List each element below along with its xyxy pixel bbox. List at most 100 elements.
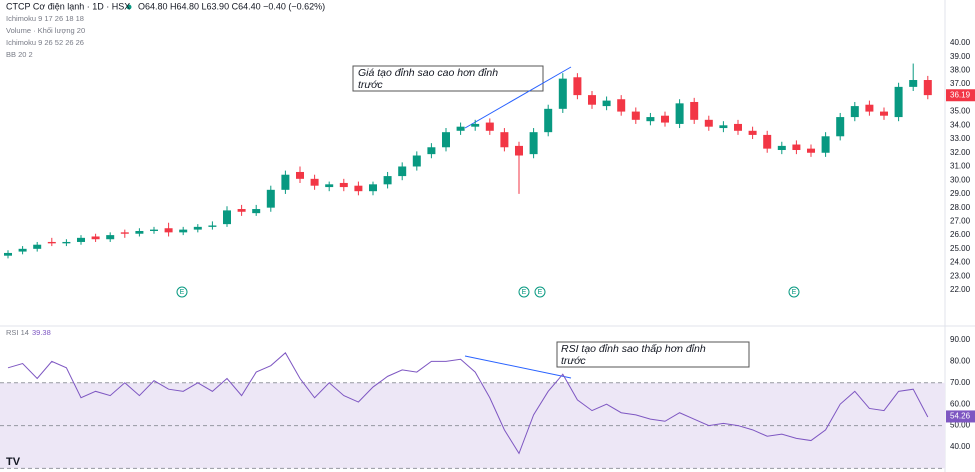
candle-body — [704, 119, 713, 127]
indicator: Volume · Khối lượng 20 — [6, 26, 85, 35]
candle-body — [690, 101, 699, 120]
candle-body — [894, 86, 903, 118]
y-tick-label: 40.00 — [950, 38, 971, 47]
candle-body — [252, 209, 261, 214]
candle-body — [398, 166, 407, 177]
y-tick-label: 24.00 — [950, 258, 971, 267]
indicator: Ichimoku 9 26 52 26 26 — [6, 38, 84, 47]
y-tick-label: 38.00 — [950, 66, 971, 75]
candle-body — [719, 125, 728, 129]
candle-body — [588, 95, 596, 105]
candle-body — [661, 115, 669, 123]
candle-body — [120, 232, 129, 234]
event-label[interactable]: E — [180, 289, 185, 296]
candle-body — [807, 148, 815, 153]
candle-body — [631, 111, 640, 120]
candle-body — [354, 185, 363, 192]
candle-body — [763, 134, 772, 149]
y-tick-label: 40.00 — [950, 442, 971, 451]
annotation: trước — [358, 79, 383, 91]
candle-body — [106, 235, 115, 240]
candle-body — [33, 244, 42, 249]
candle-body — [208, 225, 217, 227]
y-tick-label: 28.00 — [950, 203, 971, 212]
rsi-line — [7, 352, 929, 455]
y-tick-label: 32.00 — [950, 148, 971, 157]
candle-body — [223, 210, 231, 225]
y-tick-label: 33.00 — [950, 134, 971, 143]
candle-body — [529, 132, 538, 155]
y-tick-label: 31.00 — [950, 162, 971, 171]
y-tick-label: 26.00 — [950, 230, 971, 239]
candle-body — [792, 144, 801, 151]
candle-body — [179, 229, 188, 233]
y-tick-label: 37.00 — [950, 79, 971, 88]
candle-body — [150, 229, 158, 231]
y-tick-label: 50.00 — [950, 421, 971, 430]
y-tick-label: 90.00 — [950, 335, 971, 344]
annotation-box — [556, 341, 750, 368]
candle-body — [412, 155, 421, 167]
candle-body — [544, 108, 553, 133]
indicator: BB 20 2 — [6, 50, 33, 59]
candle-body — [821, 136, 830, 153]
candle-body — [515, 145, 523, 156]
logo: TV — [6, 456, 21, 468]
candle-body — [573, 77, 582, 96]
annotation-box — [352, 65, 544, 92]
y-tick-label: 30.00 — [950, 175, 971, 184]
annotation: trước — [561, 355, 586, 367]
indicator: Ichimoku 9 17 26 18 18 — [6, 14, 84, 23]
candle-body — [734, 123, 742, 131]
candle-body — [880, 111, 888, 116]
candle-body — [281, 174, 290, 190]
candle-body — [339, 182, 348, 188]
candle-body — [164, 228, 173, 233]
candle-body — [602, 100, 611, 107]
y-tick-label: 80.00 — [950, 356, 971, 365]
candle-body — [675, 103, 684, 124]
event-label[interactable]: E — [792, 289, 797, 296]
candle-body — [471, 123, 480, 127]
candle-body — [646, 117, 655, 122]
candle-body — [456, 126, 465, 131]
last-value: 54.26 — [950, 412, 971, 421]
candle-body — [47, 241, 56, 244]
last-value-box — [946, 410, 975, 423]
annotation-line: Giá tạo đỉnh sao cao hơn đỉnh — [358, 67, 498, 79]
candle-body — [193, 226, 202, 230]
y-tick-label: 39.00 — [950, 52, 971, 61]
candle-body — [850, 106, 859, 118]
candle-body — [296, 171, 304, 179]
candle-body — [62, 241, 71, 244]
candle-body — [558, 78, 567, 109]
candle-body — [427, 147, 436, 155]
candle-body — [617, 99, 626, 112]
candle-body — [442, 132, 450, 148]
y-tick-label: 27.00 — [950, 216, 971, 225]
candle-body — [369, 184, 377, 192]
candle-body — [135, 230, 144, 234]
candle-body — [91, 236, 100, 240]
candle-body — [923, 80, 932, 96]
y-tick-label: 25.00 — [950, 244, 971, 253]
event-label[interactable]: E — [538, 289, 543, 296]
event-label[interactable]: E — [522, 289, 527, 296]
y-tick-label: 34.00 — [950, 120, 971, 129]
candle-body — [4, 252, 12, 256]
candle-body — [485, 122, 494, 131]
candle-body — [865, 104, 874, 112]
candle-body — [500, 132, 509, 148]
candle-body — [266, 189, 275, 208]
candle-body — [237, 209, 246, 212]
last-value-box — [946, 89, 975, 102]
y-tick-label: 22.00 — [950, 285, 971, 294]
candle-body — [777, 145, 786, 151]
trend-line — [464, 66, 572, 129]
y-tick-label: 70.00 — [950, 378, 971, 387]
event-markers: E E E E — [176, 286, 800, 298]
rsi-title: RSI 14 — [6, 328, 29, 337]
candle-body — [18, 248, 27, 252]
